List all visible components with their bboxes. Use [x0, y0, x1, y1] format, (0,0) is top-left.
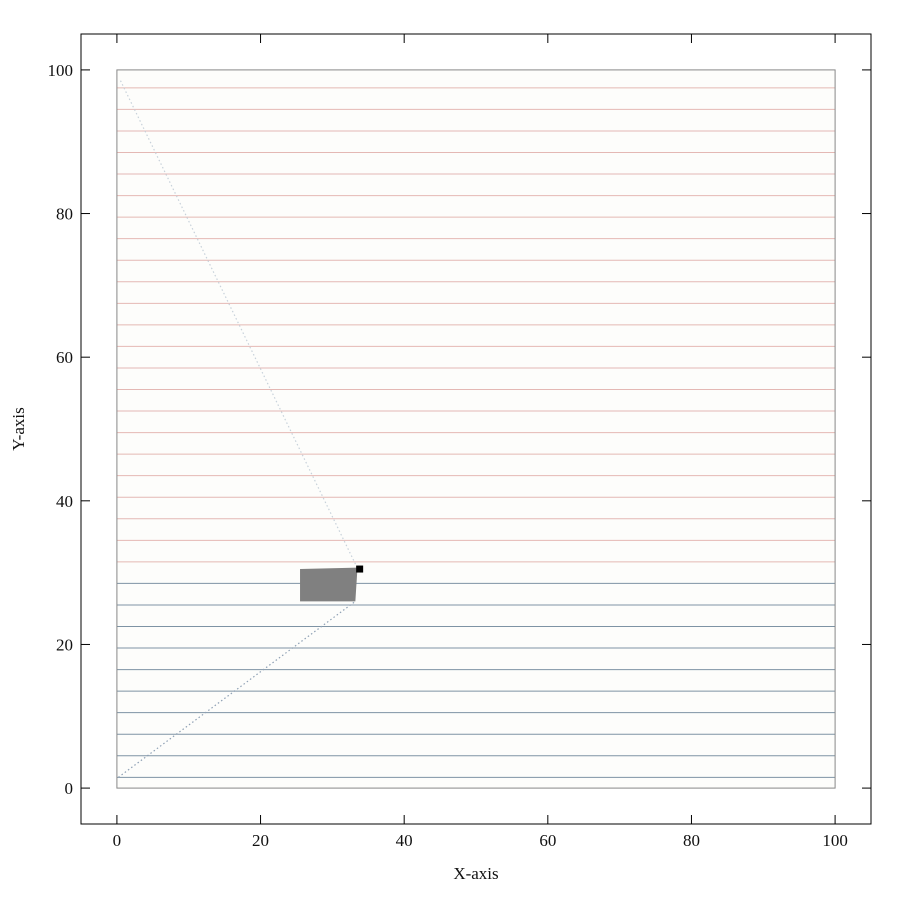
- tick-layer: 0 20 40 60 80 100 0 20 40 60 80 100: [48, 34, 871, 850]
- x-tick-label: 100: [822, 831, 848, 850]
- y-tick-label: 60: [56, 348, 73, 367]
- plot-region-border: [116, 69, 836, 789]
- axes-frame: [80, 33, 872, 825]
- y-tick-label: 20: [56, 635, 73, 654]
- x-tick-label: 40: [396, 831, 413, 850]
- y-tick-label: 100: [48, 61, 74, 80]
- y-tick-label: 40: [56, 492, 73, 511]
- x-axis-title: X-axis: [453, 864, 498, 883]
- plot-layer: [116, 69, 836, 789]
- x-tick-label: 20: [252, 831, 269, 850]
- plot-region: [116, 69, 836, 789]
- gray-rectangle: [300, 567, 358, 602]
- x-tick-label: 60: [539, 831, 556, 850]
- y-axis-title: Y-axis: [9, 407, 28, 450]
- y-tick-label: 0: [65, 779, 74, 798]
- x-tick-label: 80: [683, 831, 700, 850]
- dotted-line: [117, 600, 356, 778]
- marker-square: [356, 565, 364, 573]
- x-tick-label: 0: [113, 831, 122, 850]
- y-tick-label: 80: [56, 205, 73, 224]
